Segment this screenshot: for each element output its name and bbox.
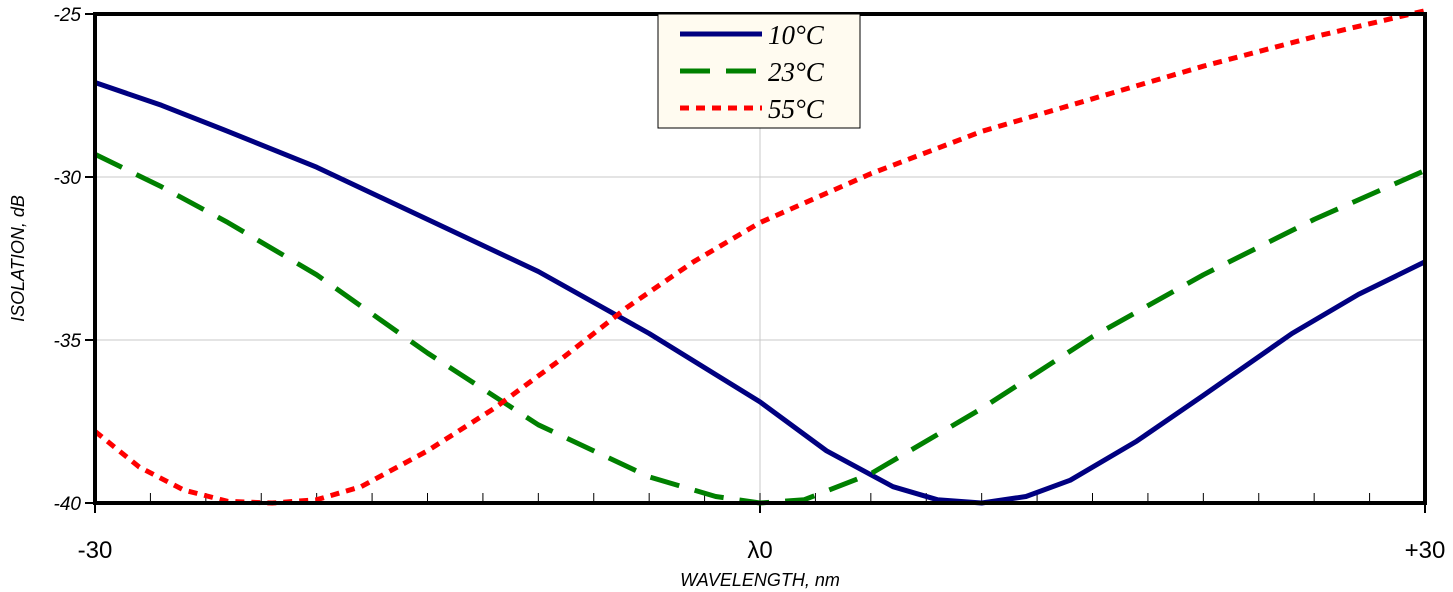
series-line-1: [93, 151, 1427, 506]
legend-label-0: 10°C: [768, 20, 825, 50]
y-tick-labels: -25 -30 -35 -40: [54, 5, 82, 515]
y-tick-label: -30: [54, 168, 82, 189]
y-tick-label: -35: [54, 331, 82, 352]
x-tick-label: -30: [78, 537, 113, 564]
y-tick-label: -25: [54, 5, 82, 26]
x-tick-label: +30: [1405, 537, 1446, 564]
y-tick-label: -40: [54, 494, 82, 515]
x-axis-title: WAVELENGTH, nm: [680, 570, 840, 590]
y-axis-title: ISOLATION, dB: [8, 195, 28, 322]
legend-label-2: 55°C: [768, 94, 825, 124]
legend-label-1: 23°C: [768, 57, 825, 87]
legend: 10°C 23°C 55°C: [657, 13, 861, 129]
x-tick-label: λ0: [747, 537, 772, 564]
x-tick-labels: -30 λ0 +30: [78, 537, 1446, 564]
series-line-0: [94, 80, 1427, 506]
